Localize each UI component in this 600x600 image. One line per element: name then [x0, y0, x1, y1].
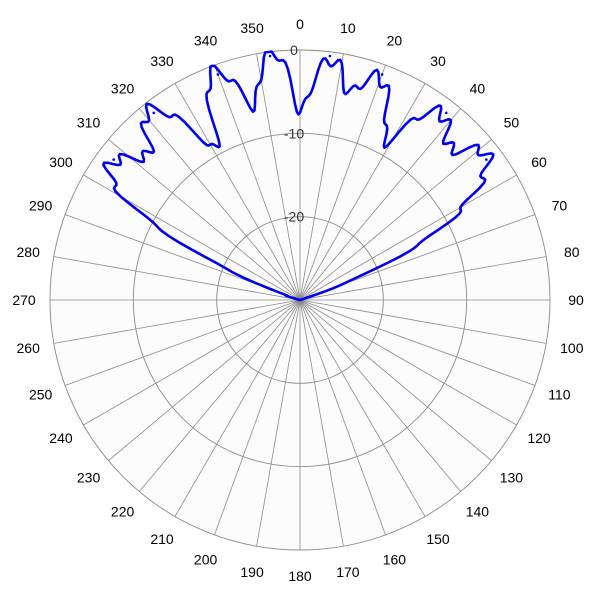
angle-gridline-240	[83, 299, 301, 426]
angle-tick-label-0: 0	[296, 16, 304, 32]
angle-tick-label-10: 10	[340, 20, 356, 36]
angle-gridline-200	[214, 299, 301, 536]
radial-gridline-0	[49, 49, 551, 551]
angle-tick-label-280: 280	[17, 244, 41, 260]
angle-gridline-320	[138, 108, 301, 301]
angle-gridline-60	[299, 174, 517, 301]
angle-tick-label-250: 250	[29, 386, 53, 402]
lobe-peak-3	[268, 54, 272, 58]
angle-tick-label-50: 50	[504, 115, 520, 131]
angle-tick-label-270: 270	[12, 292, 36, 308]
angle-gridline-100	[299, 299, 547, 344]
radial-gridline--10	[132, 132, 468, 468]
pattern-series-0	[102, 50, 495, 302]
angle-gridline-260	[53, 299, 301, 344]
angle-tick-label-320: 320	[111, 81, 135, 97]
angle-gridline-110	[299, 299, 536, 386]
angle-gridline-170	[299, 299, 344, 547]
lobe-peak-4	[328, 54, 332, 58]
angle-gridline-250	[64, 299, 301, 386]
angle-tick-label-60: 60	[531, 154, 547, 170]
radial-tick-label-0: 0	[290, 42, 298, 58]
angle-tick-label-220: 220	[111, 503, 135, 519]
angle-tick-label-140: 140	[466, 503, 490, 519]
angle-tick-label-130: 130	[500, 469, 524, 485]
angle-tick-label-70: 70	[552, 198, 568, 214]
angle-gridline-140	[299, 299, 462, 492]
lobe-peak-7	[485, 158, 488, 161]
angle-gridline-130	[299, 299, 492, 462]
angle-tick-label-330: 330	[150, 53, 174, 69]
angle-tick-label-260: 260	[17, 340, 41, 356]
angle-tick-label-210: 210	[150, 531, 174, 547]
angle-gridline-220	[138, 299, 301, 492]
angle-gridline-350	[256, 53, 301, 301]
radial-tick-label--10: -10	[284, 125, 304, 141]
lobe-peak-0	[112, 158, 115, 161]
angle-tick-label-180: 180	[288, 568, 312, 584]
angle-gridline-10	[299, 53, 344, 301]
angle-tick-label-120: 120	[527, 430, 551, 446]
radial-tick-label--20: -20	[284, 209, 304, 225]
angle-tick-label-240: 240	[49, 430, 73, 446]
angle-gridline-210	[174, 299, 301, 517]
angle-gridline-340	[214, 64, 301, 301]
angle-tick-label-340: 340	[194, 33, 218, 49]
angle-tick-label-160: 160	[383, 551, 407, 567]
angle-tick-label-90: 90	[568, 292, 584, 308]
angle-tick-label-40: 40	[470, 81, 486, 97]
angle-tick-label-290: 290	[29, 198, 53, 214]
angle-tick-label-20: 20	[387, 33, 403, 49]
angle-tick-label-310: 310	[77, 115, 101, 131]
angle-tick-label-190: 190	[240, 564, 264, 580]
lobe-peak-6	[444, 111, 448, 115]
lobe-peak-2	[216, 73, 220, 76]
angle-tick-label-170: 170	[336, 564, 360, 580]
angle-tick-label-200: 200	[194, 551, 218, 567]
angle-gridline-30	[299, 83, 426, 301]
angle-gridline-230	[108, 299, 301, 462]
angle-gridline-20	[299, 64, 386, 301]
angle-tick-label-350: 350	[240, 20, 264, 36]
angle-gridline-330	[174, 83, 301, 301]
angle-gridline-310	[108, 138, 301, 301]
angle-gridline-160	[299, 299, 386, 536]
angle-gridline-150	[299, 299, 426, 517]
lobe-peak-1	[152, 111, 156, 115]
angle-gridline-120	[299, 299, 517, 426]
angle-tick-label-230: 230	[77, 469, 101, 485]
angle-gridline-80	[299, 256, 547, 301]
radial-gridline--20	[216, 216, 384, 384]
angle-tick-label-100: 100	[560, 340, 584, 356]
angle-tick-label-30: 30	[430, 53, 446, 69]
angle-gridline-40	[299, 108, 462, 301]
angle-tick-label-150: 150	[426, 531, 450, 547]
lobe-peak-5	[380, 73, 384, 76]
label-layer: 0 10 20 30 40 50 60 70 80 90 100 110 120 130 140 150 160…	[12, 16, 584, 584]
angle-tick-label-110: 110	[548, 386, 571, 402]
angle-tick-label-300: 300	[49, 154, 73, 170]
angle-gridline-50	[299, 138, 492, 301]
angle-gridline-190	[256, 299, 301, 547]
angle-gridline-280	[53, 256, 301, 301]
angle-tick-label-80: 80	[564, 244, 580, 260]
series-layer	[102, 50, 495, 302]
